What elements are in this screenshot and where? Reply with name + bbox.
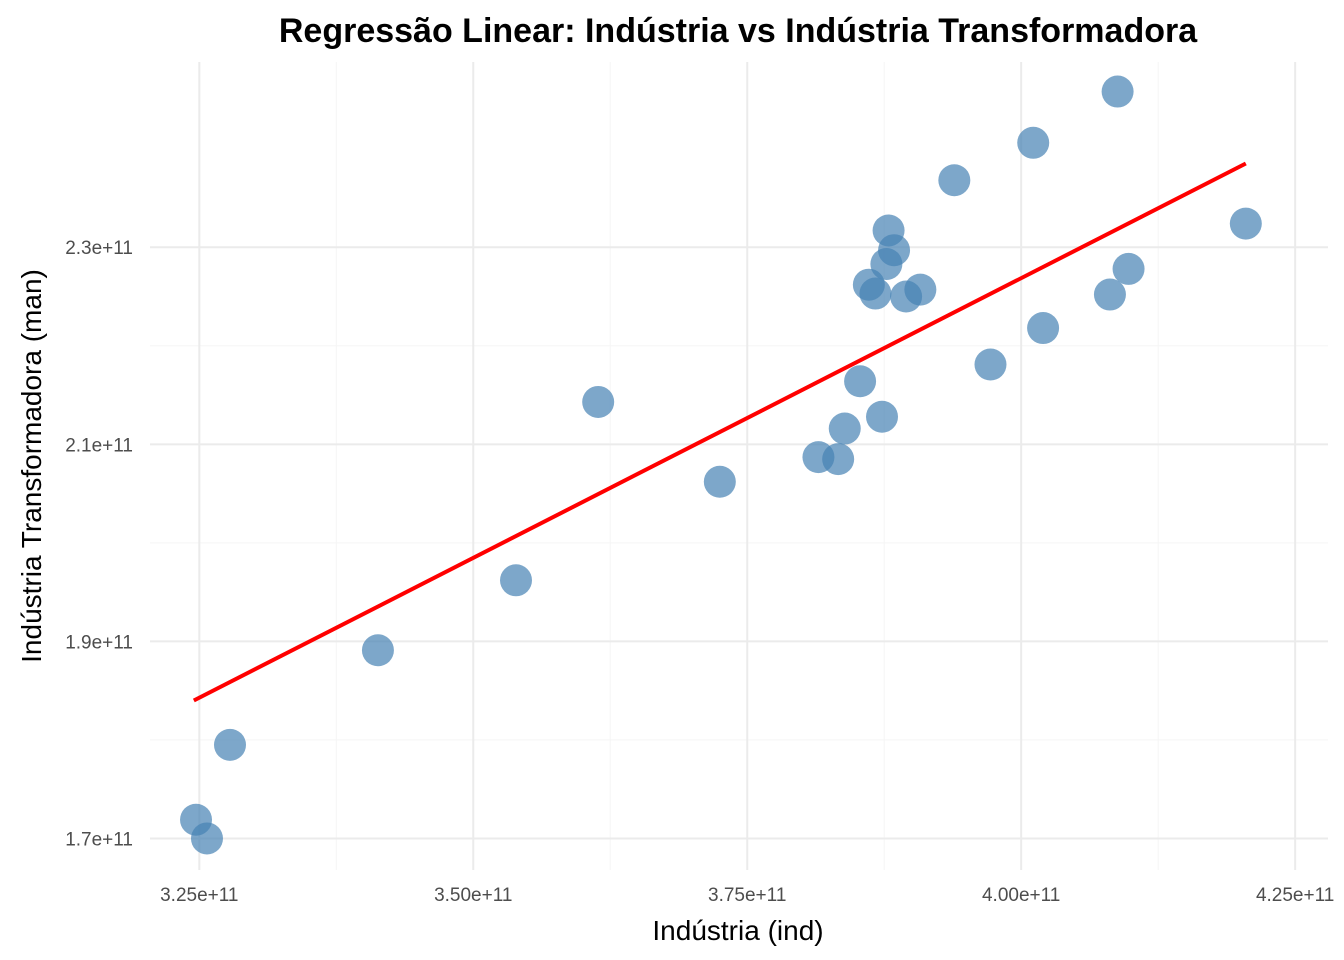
data-point (703, 465, 736, 498)
data-point (1101, 75, 1134, 108)
x-tick-label: 3.75e+11 (708, 885, 786, 906)
data-point (190, 822, 223, 855)
scatter-points (180, 75, 1262, 855)
data-point (213, 728, 246, 761)
data-point (582, 385, 615, 418)
y-tick-label: 2.3e+11 (65, 238, 133, 259)
y-axis-title: Indústria Transformadora (man) (16, 269, 47, 663)
grid-lines (150, 62, 1328, 870)
data-point (1112, 252, 1145, 285)
data-point (1093, 278, 1126, 311)
data-point (828, 412, 861, 445)
regression-line (192, 161, 1247, 703)
x-axis-title: Indústria (ind) (652, 915, 823, 946)
x-tick-label: 3.25e+11 (160, 885, 238, 906)
y-tick-label: 1.7e+11 (65, 829, 133, 850)
data-point (1027, 312, 1060, 345)
x-axis-ticks: 3.25e+11 3.50e+11 3.75e+11 4.00e+11 4.25e+11 (160, 885, 1334, 906)
chart-title: Regressão Linear: Indústria vs Indústria… (279, 12, 1198, 50)
x-tick-label: 4.00e+11 (982, 885, 1060, 906)
data-point (904, 273, 937, 306)
data-point (974, 348, 1007, 381)
data-point (1229, 207, 1262, 240)
regression-line-group (192, 161, 1247, 703)
data-point (859, 277, 892, 310)
x-tick-label: 3.50e+11 (434, 885, 512, 906)
y-axis-ticks: 1.7e+11 1.9e+11 2.1e+11 2.3e+11 (65, 238, 133, 850)
data-point (844, 365, 877, 398)
data-point (866, 400, 899, 433)
y-tick-label: 2.1e+11 (65, 435, 133, 456)
data-point (822, 443, 855, 476)
x-tick-label: 4.25e+11 (1256, 885, 1334, 906)
data-point (878, 234, 911, 267)
data-point (361, 634, 394, 667)
data-point (938, 164, 971, 197)
data-point (1017, 126, 1050, 159)
y-tick-label: 1.9e+11 (65, 632, 133, 653)
data-point (500, 564, 533, 597)
